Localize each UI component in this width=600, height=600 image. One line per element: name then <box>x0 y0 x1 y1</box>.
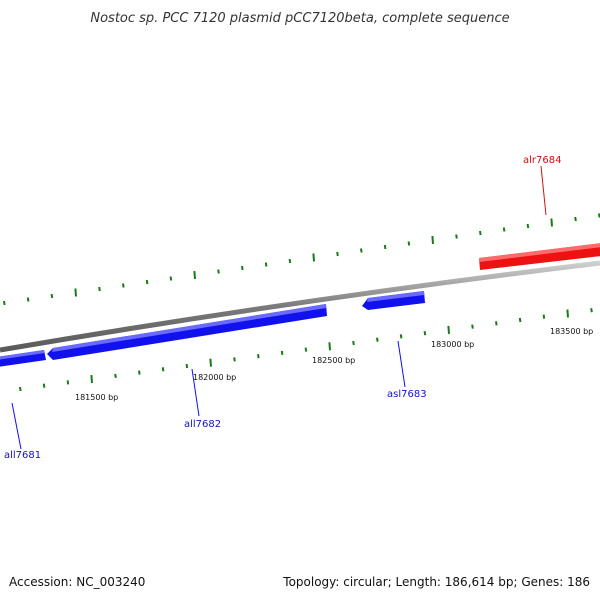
gene-all7681[interactable] <box>0 350 46 368</box>
lower-major-tick <box>90 375 93 384</box>
gene-all7682-label-line <box>191 368 200 417</box>
gene-asl7683[interactable] <box>362 291 425 310</box>
upper-minor-tick <box>145 279 149 285</box>
lower-minor-tick <box>280 350 284 356</box>
gene-all7681-label-line <box>11 402 22 450</box>
upper-major-tick <box>431 235 434 245</box>
upper-minor-tick <box>26 297 30 302</box>
tick-row-lower <box>19 308 593 392</box>
lower-major-tick <box>209 358 212 367</box>
lower-minor-tick <box>114 373 117 379</box>
map-title: Nostoc sp. PCC 7120 plasmid pCC7120beta,… <box>90 11 509 26</box>
gene-alr7684[interactable] <box>479 242 600 270</box>
lower-minor-tick <box>518 317 522 323</box>
upper-minor-tick <box>360 248 363 253</box>
lower-minor-tick <box>257 354 260 359</box>
lower-minor-tick <box>542 314 546 319</box>
upper-minor-tick <box>3 300 6 306</box>
upper-major-tick <box>74 288 77 297</box>
upper-major-tick <box>550 218 553 227</box>
lower-minor-tick <box>19 386 22 392</box>
lower-minor-tick <box>138 370 141 375</box>
lower-minor-tick <box>495 321 498 326</box>
upper-minor-tick <box>98 286 101 292</box>
upper-minor-tick <box>264 262 268 267</box>
gene-alr7684-label: alr7684 <box>523 155 561 166</box>
lower-minor-tick <box>185 363 189 369</box>
lower-minor-tick <box>161 367 165 372</box>
upper-minor-tick <box>479 230 482 236</box>
upper-minor-tick <box>407 241 411 246</box>
lower-major-tick <box>566 309 569 318</box>
footer-summary: Topology: circular; Length: 186,614 bp; … <box>283 575 590 589</box>
gene-all7682-label: all7682 <box>184 419 221 430</box>
lower-minor-tick <box>471 324 474 329</box>
tick-row-upper <box>3 213 600 306</box>
lower-minor-tick <box>423 331 427 336</box>
gene-all7682[interactable] <box>47 304 327 360</box>
upper-minor-tick <box>288 258 292 264</box>
lower-minor-tick <box>590 308 593 313</box>
upper-minor-tick <box>169 276 173 281</box>
upper-major-tick <box>193 270 196 280</box>
upper-minor-tick <box>336 251 339 257</box>
upper-minor-tick <box>122 283 125 288</box>
upper-major-tick <box>312 253 315 262</box>
lower-minor-tick <box>66 380 70 385</box>
tick-label-182000: 182000 bp <box>193 373 236 382</box>
lower-minor-tick <box>42 383 46 388</box>
lower-major-tick <box>447 325 450 334</box>
sequence-backbone <box>0 260 600 353</box>
upper-minor-tick <box>217 269 220 274</box>
lower-minor-tick <box>352 340 355 346</box>
tick-label-183500: 183500 bp <box>550 327 593 336</box>
upper-minor-tick <box>574 216 577 222</box>
upper-minor-tick <box>502 227 506 232</box>
tick-label-182500: 182500 bp <box>312 356 355 365</box>
gene-all7681-label: all7681 <box>4 450 41 461</box>
gene-asl7683-label-line <box>397 340 406 388</box>
tick-label-181500: 181500 bp <box>75 393 118 402</box>
upper-minor-tick <box>241 265 244 271</box>
footer-accession: Accession: NC_003240 <box>9 575 146 589</box>
upper-minor-tick <box>526 223 530 229</box>
tick-label-183000: 183000 bp <box>431 340 474 349</box>
lower-minor-tick <box>376 337 379 342</box>
gene-asl7683-label: asl7683 <box>387 389 427 400</box>
upper-minor-tick <box>50 293 54 299</box>
upper-minor-tick <box>455 234 458 239</box>
lower-minor-tick <box>304 347 308 352</box>
gene-alr7684-label-line <box>540 165 547 216</box>
lower-minor-tick <box>399 334 403 339</box>
upper-minor-tick <box>383 244 387 250</box>
lower-major-tick <box>328 342 331 351</box>
lower-minor-tick <box>233 357 236 362</box>
